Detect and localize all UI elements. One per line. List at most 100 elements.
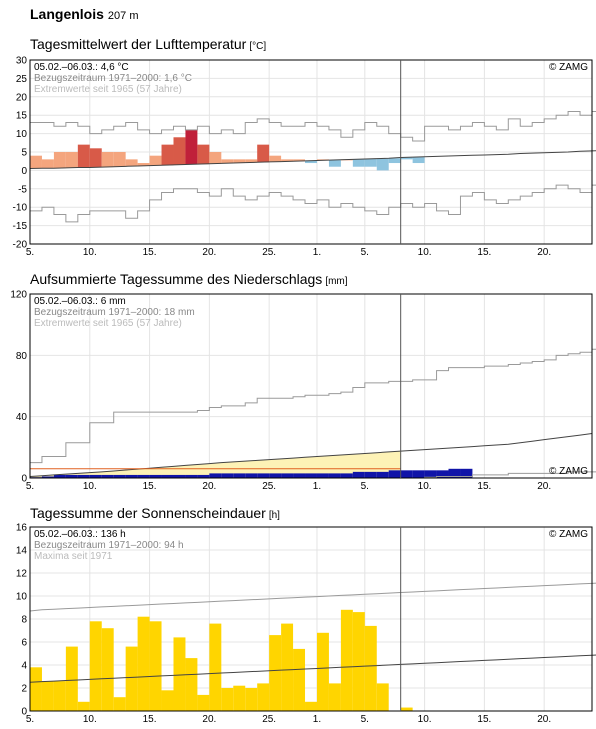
temperature-bar bbox=[364, 158, 377, 167]
temperature-bar bbox=[161, 144, 174, 166]
temperature-bar bbox=[30, 155, 42, 169]
temperature-bar bbox=[137, 163, 150, 166]
temperature-normal-line bbox=[29, 150, 596, 170]
precipitation-bar bbox=[376, 471, 389, 478]
station-altitude: 207 m bbox=[107, 10, 139, 22]
temperature-bar bbox=[269, 155, 282, 162]
precipitation-y-tick-label: 120 bbox=[10, 290, 27, 301]
sunshine-bar bbox=[30, 667, 42, 711]
sunshine-bar bbox=[364, 625, 377, 711]
precipitation-x-tick-label: 15. bbox=[477, 481, 491, 492]
temperature-bar bbox=[257, 144, 270, 163]
temperature-y-tick-label: 30 bbox=[16, 56, 28, 67]
precipitation-x-tick-label: 10. bbox=[418, 481, 432, 492]
precipitation-bar bbox=[89, 474, 102, 478]
precipitation-bar bbox=[400, 470, 413, 478]
temperature-x-tick-label: 1. bbox=[313, 247, 321, 258]
temperature-bar bbox=[209, 152, 222, 164]
station-name: Langenlois bbox=[30, 6, 104, 22]
precipitation-bar bbox=[137, 474, 150, 478]
temperature-x-tick-label: 10. bbox=[418, 247, 432, 258]
temperature-bar bbox=[65, 152, 78, 168]
precipitation-bar bbox=[221, 473, 234, 478]
precipitation-y-tick-label: 40 bbox=[16, 412, 28, 423]
temperature-y-tick-label: -20 bbox=[13, 240, 28, 251]
temperature-bar bbox=[388, 158, 401, 164]
sunshine-y-tick-label: 12 bbox=[16, 569, 28, 580]
temperature-bar bbox=[125, 159, 138, 167]
sunshine-bar bbox=[281, 623, 294, 711]
sunshine-bar bbox=[245, 688, 258, 711]
sunshine-bar bbox=[161, 690, 174, 711]
sunshine-bar bbox=[400, 707, 413, 711]
sunshine-bar bbox=[293, 648, 306, 711]
sunshine-y-tick-label: 4 bbox=[21, 661, 27, 672]
sunshine-bar bbox=[125, 646, 138, 711]
temperature-x-tick-label: 5. bbox=[26, 247, 34, 258]
sunshine-bar bbox=[257, 683, 270, 711]
sunshine-bar bbox=[53, 681, 66, 711]
temperature-y-tick-label: -10 bbox=[13, 203, 28, 214]
temperature-bar bbox=[233, 159, 246, 164]
temperature-bar bbox=[328, 160, 341, 167]
temperature-y-tick-label: 10 bbox=[16, 129, 28, 140]
temperature-bar bbox=[173, 137, 186, 165]
precipitation-bar bbox=[340, 473, 353, 478]
temperature-x-tick-label: 20. bbox=[202, 247, 216, 258]
precipitation-bar bbox=[305, 473, 317, 478]
precipitation-frame bbox=[29, 293, 593, 479]
precipitation-bar bbox=[77, 474, 90, 478]
precipitation-normal-area bbox=[30, 451, 401, 478]
sunshine-bar bbox=[328, 683, 341, 711]
precipitation-bar bbox=[257, 473, 270, 478]
precipitation-bar bbox=[293, 473, 306, 478]
precipitation-bar bbox=[101, 474, 114, 478]
precipitation-x-tick-label: 5. bbox=[26, 481, 34, 492]
sunshine-bar bbox=[41, 681, 54, 711]
precipitation-x-tick-label: 5. bbox=[361, 481, 369, 492]
sunshine-y-tick-label: 0 bbox=[21, 707, 27, 718]
precipitation-title: Aufsummierte Tagessumme des Niederschlag… bbox=[30, 271, 348, 287]
temperature-bar bbox=[305, 160, 317, 164]
precipitation-bar bbox=[352, 471, 365, 478]
precipitation-bar bbox=[173, 474, 186, 478]
sunshine-bar bbox=[185, 658, 198, 711]
temperature-extreme-max-line bbox=[30, 111, 596, 142]
temperature-bar bbox=[41, 159, 54, 169]
precipitation-copyright: © ZAMG bbox=[549, 466, 588, 477]
precipitation-unit: [mm] bbox=[325, 276, 348, 287]
temperature-y-tick-label: -5 bbox=[18, 184, 27, 195]
precipitation-bar bbox=[53, 474, 66, 478]
temperature-extreme-min-line bbox=[30, 184, 596, 223]
precipitation-bar bbox=[328, 473, 341, 478]
precipitation-bar bbox=[269, 473, 282, 478]
sunshine-bar bbox=[77, 701, 90, 711]
temperature-x-tick-label: 20. bbox=[537, 247, 551, 258]
sunshine-bar bbox=[376, 683, 389, 711]
sunshine-copyright: © ZAMG bbox=[549, 529, 588, 540]
temperature-info-line-3: Extremwerte seit 1965 (57 Jahre) bbox=[34, 84, 182, 95]
temperature-bar bbox=[400, 157, 413, 160]
precipitation-title-text: Aufsummierte Tagessumme des Niederschlag… bbox=[30, 271, 323, 287]
temperature-unit: [°C] bbox=[249, 41, 267, 52]
temperature-bar bbox=[101, 152, 114, 168]
temperature-x-tick-label: 10. bbox=[83, 247, 97, 258]
precipitation-bar bbox=[113, 474, 126, 478]
sunshine-y-tick-label: 16 bbox=[16, 523, 28, 534]
sunshine-bar bbox=[149, 621, 162, 711]
precipitation-x-tick-label: 10. bbox=[83, 481, 97, 492]
temperature-frame bbox=[29, 59, 593, 245]
temperature-info-line-1: 05.02.–06.03.: 4,6 °C bbox=[34, 62, 129, 73]
precipitation-bar bbox=[424, 470, 437, 478]
sunshine-x-tick-label: 20. bbox=[537, 714, 551, 725]
sunshine-bar bbox=[305, 701, 317, 711]
temperature-x-tick-label: 15. bbox=[477, 247, 491, 258]
temperature-bar bbox=[293, 159, 306, 162]
precipitation-x-tick-label: 20. bbox=[202, 481, 216, 492]
precipitation-y-tick-label: 80 bbox=[16, 351, 28, 362]
